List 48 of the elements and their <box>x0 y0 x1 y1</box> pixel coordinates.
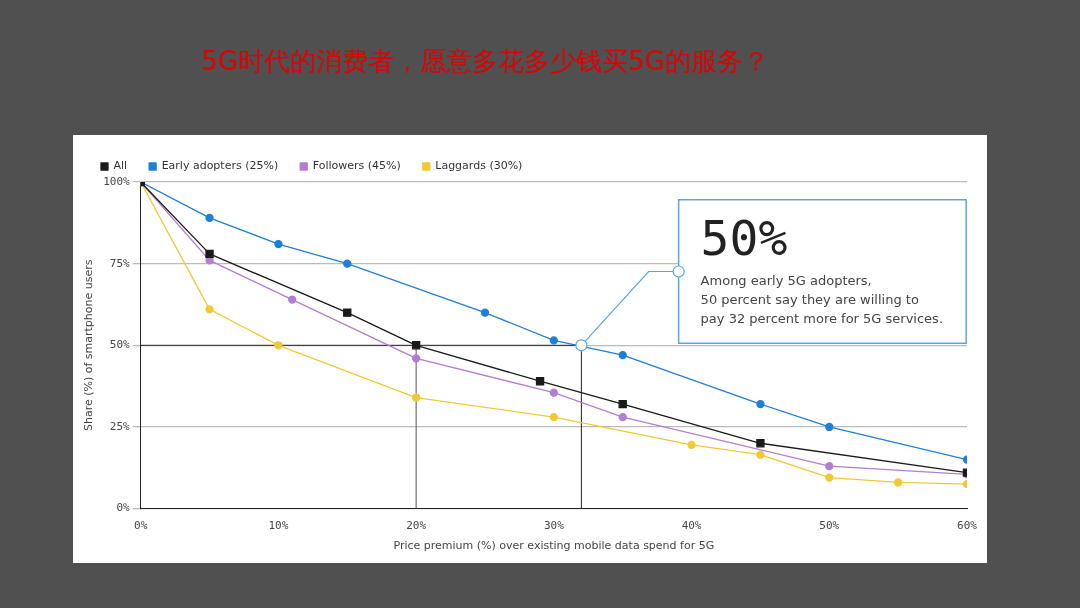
chart-title: 5G时代的消费者，愿意多花多少钱买5G的服务？ <box>200 45 770 78</box>
point <box>618 350 627 360</box>
point <box>411 393 421 402</box>
point <box>411 341 421 350</box>
annotation: Among early 5G adopters, 50 percent say they are willing to pay 32 percent more for 5G services. <box>700 272 944 326</box>
point <box>687 440 696 450</box>
legend-label: Early adopters (25%) <box>161 159 279 173</box>
legend-label: Laggards (30%) <box>435 159 523 173</box>
legend-label: All <box>113 159 128 173</box>
point <box>825 473 834 482</box>
y-tick-label: 25% <box>109 419 131 433</box>
point <box>618 413 627 422</box>
x-axis-title: Price premium (%) over existing mobile data spend for 5G <box>393 539 715 553</box>
point <box>274 341 283 350</box>
point <box>288 295 297 304</box>
point <box>205 213 214 223</box>
y-tick-label: 50% <box>109 338 131 352</box>
point <box>549 336 558 345</box>
point <box>825 422 834 432</box>
y-tick-label: 0% <box>116 501 131 515</box>
point <box>893 478 903 487</box>
x-tick-label: 20% <box>406 519 427 533</box>
annotation: 50% <box>700 209 788 266</box>
point <box>618 399 627 409</box>
x-tick-label: 60% <box>957 519 978 533</box>
point <box>480 308 490 317</box>
point <box>549 413 558 422</box>
point <box>343 308 352 317</box>
point <box>756 439 765 448</box>
point <box>205 305 214 314</box>
point <box>205 249 214 259</box>
point <box>343 259 352 268</box>
y-axis-title: Share (%) of smartphone users <box>82 259 96 432</box>
point <box>825 461 834 471</box>
point <box>411 354 421 363</box>
point <box>756 399 765 409</box>
x-tick-label: 50% <box>819 519 840 533</box>
legend-label: Followers (45%) <box>312 159 401 173</box>
x-tick-label: 10% <box>268 519 289 533</box>
x-tick-label: 30% <box>543 519 565 533</box>
x-tick-label: 40% <box>681 519 702 533</box>
point <box>535 377 545 386</box>
y-tick-label: 100% <box>103 174 131 188</box>
x-tick-label: 0% <box>134 519 148 533</box>
point <box>274 239 283 249</box>
point <box>549 388 558 397</box>
point <box>756 450 765 459</box>
y-tick-label: 75% <box>109 256 131 270</box>
